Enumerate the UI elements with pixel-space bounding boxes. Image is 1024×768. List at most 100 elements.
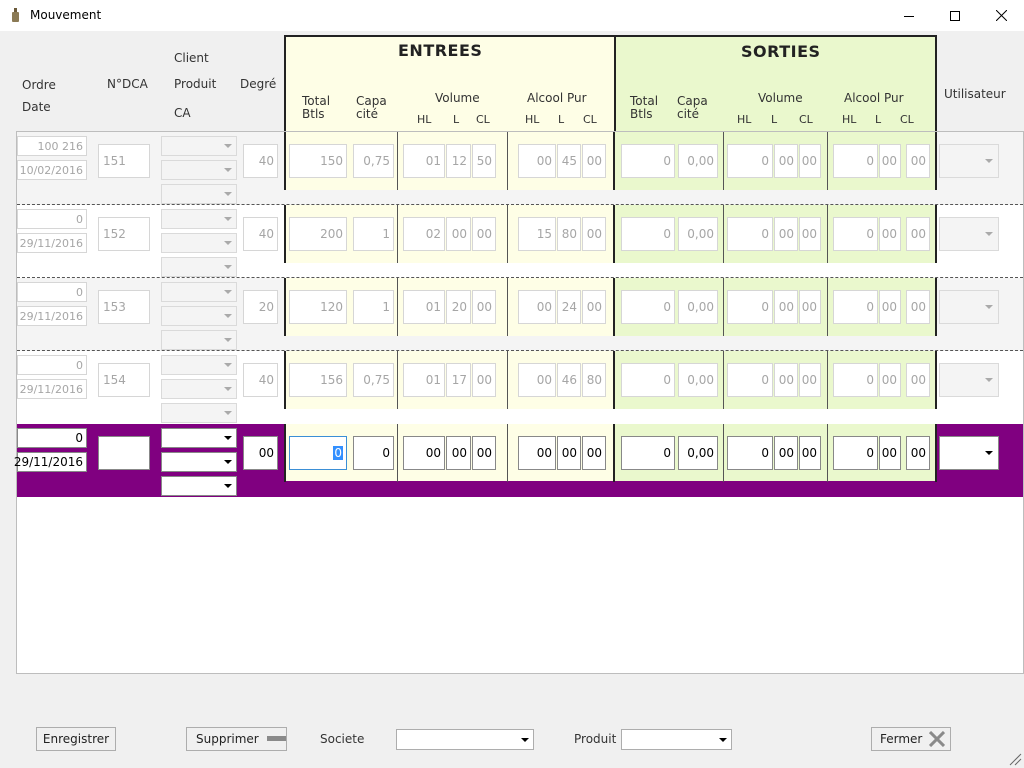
entrees-vol-hl-field[interactable]: 01 [403,144,445,178]
sorties-capacite-field[interactable]: 0,00 [678,217,718,251]
ordre-field[interactable]: 0 [17,428,87,448]
ca-select[interactable] [161,184,237,204]
entrees-vol-cl-field[interactable]: 50 [472,144,496,178]
table-row[interactable]: 0 29/11/2016 152 40 200 1 02 00 00 15 80 00 0 0,00 0 00… [17,205,1023,278]
degre-field[interactable]: 40 [243,144,278,178]
sorties-total-btls-field[interactable]: 0 [621,436,675,470]
sorties-vol-hl-field[interactable]: 0 [727,290,773,324]
sorties-vol-l-field[interactable]: 00 [774,436,798,470]
resize-grip-icon[interactable] [1008,752,1022,766]
produit-select[interactable] [161,452,237,472]
produit-select[interactable] [161,306,237,326]
date-field[interactable]: 29/11/2016 [17,233,87,253]
sorties-alc-cl-field[interactable]: 00 [906,217,930,251]
close-window-button[interactable] [978,0,1024,31]
sorties-alc-cl-field[interactable]: 00 [906,290,930,324]
entrees-alc-hl-field[interactable]: 15 [518,217,556,251]
utilisateur-select[interactable] [939,290,999,324]
sorties-vol-hl-field[interactable]: 0 [727,436,773,470]
ca-select[interactable] [161,403,237,423]
sorties-alc-cl-field[interactable]: 00 [906,363,930,397]
sorties-vol-cl-field[interactable]: 00 [799,217,821,251]
table-row[interactable]: 0 29/11/2016 153 20 120 1 01 20 00 00 24 00 0 0,00 0 00… [17,278,1023,351]
sorties-total-btls-field[interactable]: 0 [621,217,675,251]
sorties-alc-l-field[interactable]: 00 [879,290,901,324]
sorties-vol-cl-field[interactable]: 00 [799,144,821,178]
entrees-total-btls-field[interactable]: 120 [289,290,347,324]
degre-field[interactable]: 40 [243,217,278,251]
client-select[interactable] [161,428,237,448]
entrees-alc-cl-field[interactable]: 00 [582,290,606,324]
degre-field[interactable]: 20 [243,290,278,324]
ndca-field[interactable]: 151 [98,144,150,178]
sorties-vol-hl-field[interactable]: 0 [727,144,773,178]
date-field[interactable]: 29/11/2016 [17,306,87,326]
ca-select[interactable] [161,330,237,350]
entrees-vol-hl-field[interactable]: 01 [403,363,445,397]
utilisateur-select[interactable] [939,363,999,397]
entrees-alc-cl-field[interactable]: 80 [582,363,606,397]
enregistrer-button[interactable]: Enregistrer [36,727,116,751]
entrees-vol-l-field[interactable]: 20 [446,290,471,324]
entrees-total-btls-field[interactable]: 0 [289,436,347,470]
degre-field[interactable]: 40 [243,363,278,397]
date-field[interactable]: 10/02/2016 [17,160,87,180]
minimize-button[interactable] [886,0,932,31]
fermer-button[interactable]: Fermer [871,727,951,751]
sorties-vol-l-field[interactable]: 00 [774,217,798,251]
entrees-alc-l-field[interactable]: 00 [557,436,581,470]
ordre-field[interactable]: 0 [17,282,87,302]
sorties-alc-l-field[interactable]: 00 [879,436,901,470]
entrees-vol-hl-field[interactable]: 00 [403,436,445,470]
supprimer-button[interactable]: Supprimer [186,727,287,751]
client-select[interactable] [161,136,237,156]
sorties-capacite-field[interactable]: 0,00 [678,144,718,178]
utilisateur-select[interactable] [939,217,999,251]
entrees-alc-hl-field[interactable]: 00 [518,144,556,178]
sorties-vol-l-field[interactable]: 00 [774,363,798,397]
sorties-alc-hl-field[interactable]: 0 [833,290,878,324]
ordre-field[interactable]: 100 216 [17,136,87,156]
sorties-capacite-field[interactable]: 0,00 [678,436,718,470]
entrees-total-btls-field[interactable]: 200 [289,217,347,251]
degre-field[interactable]: 00 [243,436,278,470]
ordre-field[interactable]: 0 [17,355,87,375]
entrees-vol-cl-field[interactable]: 00 [472,436,496,470]
entrees-alc-cl-field[interactable]: 00 [582,217,606,251]
sorties-alc-l-field[interactable]: 00 [879,363,901,397]
entrees-alc-hl-field[interactable]: 00 [518,290,556,324]
sorties-alc-hl-field[interactable]: 0 [833,436,878,470]
sorties-total-btls-field[interactable]: 0 [621,363,675,397]
sorties-total-btls-field[interactable]: 0 [621,290,675,324]
entrees-capacite-field[interactable]: 0,75 [353,144,394,178]
sorties-alc-cl-field[interactable]: 00 [906,436,930,470]
sorties-alc-hl-field[interactable]: 0 [833,363,878,397]
ca-select[interactable] [161,476,237,496]
entrees-vol-l-field[interactable]: 00 [446,436,471,470]
produit-select[interactable] [161,379,237,399]
ca-select[interactable] [161,257,237,277]
table-row[interactable]: 100 216 10/02/2016 151 40 150 0,75 01 12 50 00 45 0… [17,132,1023,205]
entrees-alc-l-field[interactable]: 24 [557,290,581,324]
sorties-vol-cl-field[interactable]: 00 [799,436,821,470]
maximize-button[interactable] [932,0,978,31]
sorties-vol-l-field[interactable]: 00 [774,144,798,178]
sorties-capacite-field[interactable]: 0,00 [678,290,718,324]
sorties-vol-hl-field[interactable]: 0 [727,217,773,251]
client-select[interactable] [161,355,237,375]
entrees-alc-cl-field[interactable]: 00 [582,436,606,470]
sorties-vol-l-field[interactable]: 00 [774,290,798,324]
entrees-vol-l-field[interactable]: 17 [446,363,471,397]
sorties-total-btls-field[interactable]: 0 [621,144,675,178]
entrees-capacite-field[interactable]: 0 [353,436,394,470]
sorties-vol-cl-field[interactable]: 00 [799,290,821,324]
ndca-field[interactable] [98,436,150,470]
client-select[interactable] [161,209,237,229]
sorties-vol-hl-field[interactable]: 0 [727,363,773,397]
table-row[interactable]: 0 29/11/2016 00 0 0 00 00 00 00 00 00 0 0,00 0 00 00 0 00… [14,424,1023,497]
entrees-vol-cl-field[interactable]: 00 [472,363,496,397]
table-row[interactable]: 0 29/11/2016 154 40 156 0,75 01 17 00 00 46 80 0 0,00… [17,351,1023,424]
produit-select[interactable] [621,729,732,750]
sorties-alc-hl-field[interactable]: 0 [833,217,878,251]
entrees-alc-l-field[interactable]: 46 [557,363,581,397]
